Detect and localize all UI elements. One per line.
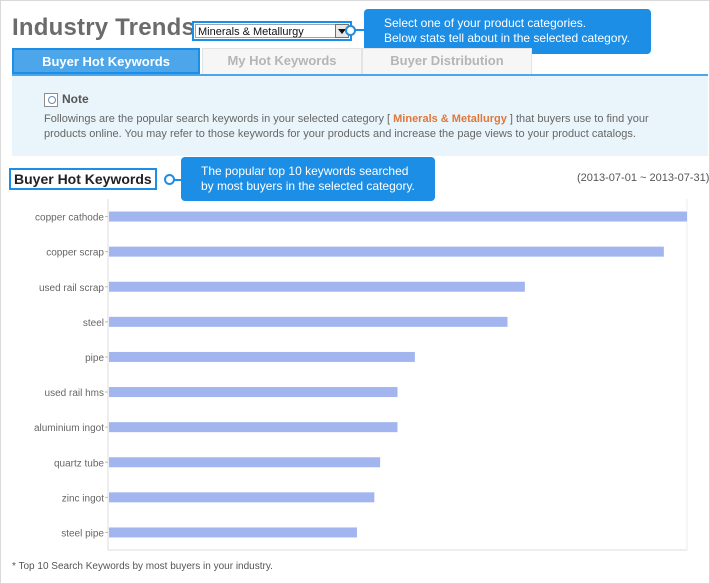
note-text: Followings are the popular search keywor… xyxy=(44,112,674,142)
category-select[interactable]: Minerals & Metallurgy xyxy=(192,21,352,41)
note-text-before: Followings are the popular search keywor… xyxy=(44,113,394,125)
tick-label: pipe xyxy=(85,353,104,364)
bar xyxy=(109,492,375,503)
tab-buyer-distribution[interactable]: Buyer Distribution xyxy=(362,48,532,74)
chart-help-callout: The popular top 10 keywords searched by … xyxy=(181,157,435,201)
footnote: * Top 10 Search Keywords by most buyers … xyxy=(12,561,273,572)
keyword-bar-chart: copper cathode copper scrap used rail scra… xyxy=(0,196,710,552)
bar xyxy=(109,281,525,292)
section-title: Buyer Hot Keywords xyxy=(9,168,157,190)
tab-buyer-hot-keywords[interactable]: Buyer Hot Keywords xyxy=(12,48,200,74)
bar xyxy=(109,211,687,222)
tick-label: copper scrap xyxy=(46,248,104,259)
tick-label: zinc ingot xyxy=(62,493,104,504)
tab-my-hot-keywords[interactable]: My Hot Keywords xyxy=(202,48,362,74)
bar xyxy=(109,527,357,538)
note-category-highlight: Minerals & Metallurgy xyxy=(393,113,507,125)
callout-line: Select one of your product categories. xyxy=(384,16,587,30)
bar xyxy=(109,246,664,257)
bar xyxy=(109,387,398,398)
tick-label: used rail hms xyxy=(45,388,104,399)
bar xyxy=(109,316,508,327)
tick-label: used rail scrap xyxy=(39,283,104,294)
tick-label: steel xyxy=(83,318,104,329)
callout-line: The popular top 10 keywords searched xyxy=(201,164,409,178)
category-select-value: Minerals & Metallurgy xyxy=(198,26,304,38)
bar xyxy=(109,351,415,362)
callout-connector xyxy=(352,29,364,31)
callout-line: Below stats tell about in the selected c… xyxy=(384,31,630,45)
callout-connector xyxy=(172,179,182,181)
callout-dot-icon xyxy=(345,25,356,36)
bar xyxy=(109,422,398,433)
tick-label: quartz tube xyxy=(54,458,104,469)
chart-svg: copper cathode copper scrap used rail scra… xyxy=(34,199,688,551)
note-text-after: ] that buyers use to find your products … xyxy=(44,113,649,140)
date-range: (2013-07-01 ~ 2013-07-31) xyxy=(577,172,710,184)
magnifier-icon xyxy=(44,93,58,107)
tick-label: copper cathode xyxy=(35,213,104,224)
note-panel: Note Followings are the popular search k… xyxy=(12,74,708,156)
category-help-callout: Select one of your product categories. B… xyxy=(364,9,651,54)
note-title: Note xyxy=(62,92,89,106)
tick-label: aluminium ingot xyxy=(34,423,104,434)
page-title: Industry Trends xyxy=(12,14,196,41)
callout-line: by most buyers in the selected category. xyxy=(201,179,415,193)
callout-dot-icon xyxy=(164,174,175,185)
tick-label: steel pipe xyxy=(61,528,104,539)
bar xyxy=(109,457,381,468)
